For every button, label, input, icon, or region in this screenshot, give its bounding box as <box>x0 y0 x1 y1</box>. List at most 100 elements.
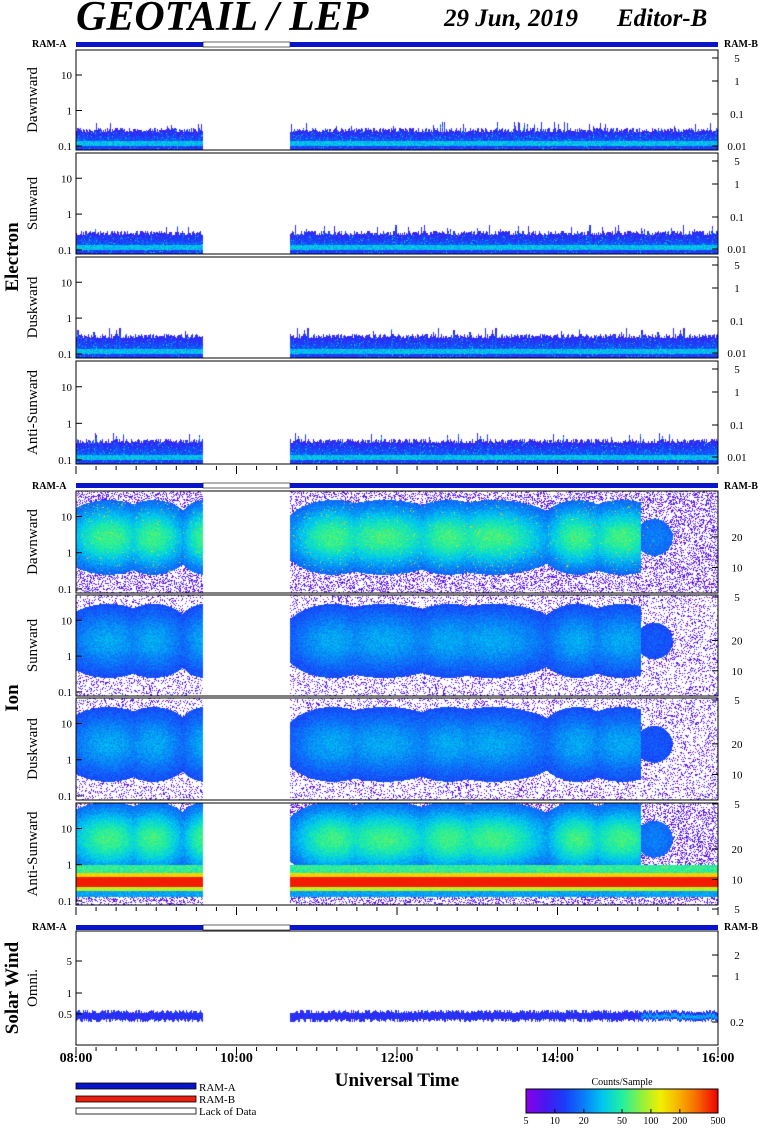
right-tick-label-ion-sunward-0: 20 <box>732 635 744 647</box>
left-tick-label-ion-dawnward-2: 0.1 <box>58 584 72 596</box>
right-tick-label-ion-anti-sunward-2: 5 <box>734 904 740 916</box>
colorbar-tick-label-5: 200 <box>672 1116 687 1127</box>
right-tick-label-electron-duskward-0: 5 <box>734 260 740 272</box>
ram-bar-ion-gap <box>202 482 291 489</box>
ram-b-label-electron: RAM-B <box>724 39 758 50</box>
right-tick-label-electron-duskward-2: 0.1 <box>730 316 744 328</box>
right-tick-label-solar-wind-omni-1: 1 <box>734 971 740 983</box>
colorbar-tick-label-4: 100 <box>643 1116 658 1127</box>
ram-bar-ion-b <box>290 483 718 488</box>
colorbar-tick-label-2: 20 <box>579 1116 589 1127</box>
left-tick-label-electron-duskward-0: 10 <box>61 277 73 289</box>
panel-label-ion-dawnward: Dawnward <box>25 509 41 575</box>
right-tick-label-electron-dawnward-0: 5 <box>734 53 740 65</box>
right-tick-label-electron-dawnward-1: 1 <box>734 76 740 88</box>
right-tick-label-electron-anti-sunward-0: 5 <box>734 364 740 376</box>
panel-frame-ion-duskward <box>75 697 719 801</box>
x-tick-label-3: 14:00 <box>541 1051 574 1066</box>
left-tick-label-electron-anti-sunward-2: 0.1 <box>58 455 72 467</box>
colorbar-tick-label-3: 50 <box>617 1116 627 1127</box>
right-tick-label-electron-duskward-3: 0.01 <box>727 348 746 360</box>
right-tick-label-ion-anti-sunward-1: 10 <box>732 875 744 887</box>
right-tick-label-electron-anti-sunward-1: 1 <box>734 387 740 399</box>
left-tick-label-ion-anti-sunward-0: 10 <box>61 824 73 836</box>
right-tick-label-ion-dawnward-1: 10 <box>732 563 744 575</box>
right-tick-label-electron-sunward-1: 1 <box>734 179 740 191</box>
panel-label-solar-wind-omni: Omni. <box>25 969 41 1007</box>
panel-label-electron-anti-sunward: Anti-Sunward <box>25 370 41 455</box>
ram-bar-solar-wind-gap <box>202 924 291 931</box>
ram-a-label-ion: RAM-A <box>32 481 67 492</box>
heatmap-electron-anti-sunward <box>76 361 718 464</box>
left-tick-label-ion-duskward-2: 0.1 <box>58 791 72 803</box>
legend-swatch-ram-a <box>75 1082 197 1090</box>
left-tick-label-electron-anti-sunward-1: 1 <box>67 418 73 430</box>
panel-label-ion-duskward: Duskward <box>25 718 41 780</box>
panel-frame-electron-anti-sunward <box>75 360 719 465</box>
panel-label-electron-dawnward: Dawnward <box>25 67 41 133</box>
left-tick-label-ion-sunward-1: 1 <box>67 651 73 663</box>
panel-frame-ion-anti-sunward <box>75 802 719 906</box>
left-tick-label-electron-duskward-1: 1 <box>67 313 73 325</box>
group-label-electron: Electron <box>2 222 23 292</box>
left-tick-label-electron-anti-sunward-0: 10 <box>61 382 73 394</box>
panel-frame-electron-duskward <box>75 256 719 359</box>
panel-label-electron-duskward: Duskward <box>25 276 41 338</box>
panel-label-electron-sunward: Sunward <box>25 176 41 230</box>
panel-frame-electron-dawnward <box>75 49 719 151</box>
right-tick-label-electron-dawnward-2: 0.1 <box>730 109 744 121</box>
group-label-ion: Ion <box>2 684 23 712</box>
x-tick-label-4: 16:00 <box>702 1051 735 1066</box>
right-tick-label-electron-sunward-2: 0.1 <box>730 212 744 224</box>
left-tick-label-electron-dawnward-2: 0.1 <box>58 141 72 153</box>
right-tick-label-solar-wind-omni-2: 0.2 <box>730 1017 744 1029</box>
ram-bar-solar-wind-a <box>76 925 204 930</box>
chart-date: 29 Jun, 2019 <box>443 5 579 32</box>
chart-editor: Editor-B <box>616 5 707 32</box>
right-tick-label-electron-anti-sunward-3: 0.01 <box>727 452 746 464</box>
left-tick-label-electron-dawnward-1: 1 <box>67 106 73 118</box>
colorbar-tick-label-0: 5 <box>524 1116 529 1127</box>
left-tick-label-electron-duskward-2: 0.1 <box>58 349 72 361</box>
x-axis-label: Universal Time <box>335 1070 459 1091</box>
x-tick-label-0: 08:00 <box>60 1051 93 1066</box>
heatmap-ion-duskward <box>76 698 718 800</box>
panel-frame-ion-dawnward <box>75 490 719 594</box>
left-tick-label-solar-wind-omni-1: 1 <box>67 988 73 1000</box>
right-tick-label-ion-duskward-1: 10 <box>732 770 744 782</box>
left-tick-label-electron-sunward-0: 10 <box>61 173 73 185</box>
ram-bar-solar-wind-b <box>290 925 718 930</box>
legend-swatch-lack-of-data <box>75 1107 197 1115</box>
legend-swatch-ram-b <box>75 1095 197 1103</box>
left-tick-label-ion-duskward-0: 10 <box>61 719 73 731</box>
left-tick-label-ion-anti-sunward-2: 0.1 <box>58 896 72 908</box>
right-tick-label-ion-duskward-2: 5 <box>734 799 740 811</box>
right-tick-label-solar-wind-omni-0: 2 <box>734 950 740 962</box>
right-tick-label-ion-duskward-0: 20 <box>732 739 744 751</box>
right-tick-label-electron-dawnward-3: 0.01 <box>727 141 746 153</box>
x-tick-label-1: 10:00 <box>220 1051 253 1066</box>
left-tick-label-ion-duskward-1: 1 <box>67 755 73 767</box>
heatmap-ion-anti-sunward <box>76 803 718 905</box>
heatmap-ion-dawnward <box>76 491 718 593</box>
heatmap-ion-sunward <box>76 595 718 696</box>
left-tick-label-electron-sunward-1: 1 <box>67 209 73 221</box>
heatmap-solar-wind-omni <box>76 931 718 1045</box>
heatmap-electron-duskward <box>76 257 718 358</box>
ram-bar-electron-b <box>290 42 718 47</box>
right-tick-label-ion-dawnward-0: 20 <box>732 532 744 544</box>
ram-bar-ion-a <box>76 483 204 488</box>
left-tick-label-ion-dawnward-0: 10 <box>61 512 73 524</box>
left-tick-label-electron-sunward-2: 0.1 <box>58 245 72 257</box>
ram-b-label-ion: RAM-B <box>724 481 758 492</box>
right-tick-label-electron-sunward-0: 5 <box>734 156 740 168</box>
legend-label-ram-a: RAM-A <box>199 1082 236 1094</box>
panel-label-ion-sunward: Sunward <box>25 618 41 672</box>
ram-a-label-solar-wind: RAM-A <box>32 922 67 933</box>
left-tick-label-ion-anti-sunward-1: 1 <box>67 860 73 872</box>
right-tick-label-electron-anti-sunward-2: 0.1 <box>730 420 744 432</box>
legend-label-lack-of-data: Lack of Data <box>199 1106 257 1118</box>
colorbar-title: Counts/Sample <box>591 1077 653 1088</box>
left-tick-label-ion-dawnward-1: 1 <box>67 548 73 560</box>
